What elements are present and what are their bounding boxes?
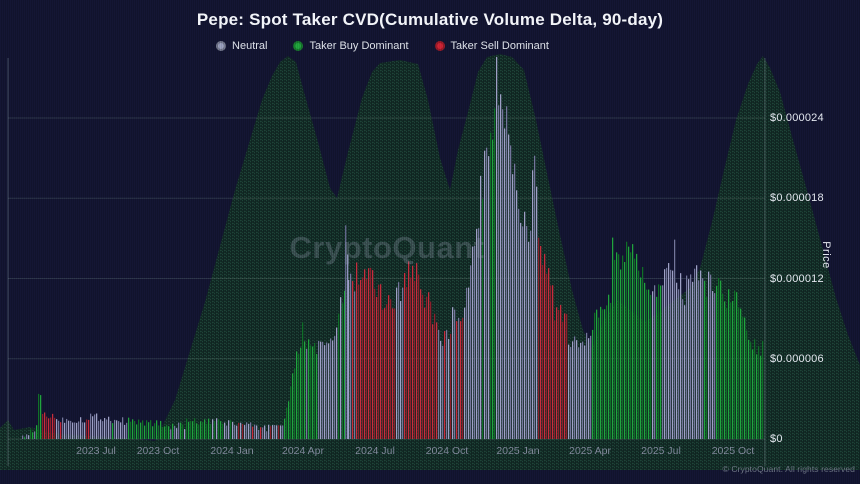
time-tick: 2024 Jul	[355, 445, 395, 457]
price-tick: $0.000018	[770, 192, 824, 205]
time-tick: 2024 Apr	[281, 445, 325, 457]
chart-legend: Neutral Taker Buy Dominant Taker Sell Domi…	[0, 40, 765, 52]
time-tick: 2023 Oct	[136, 445, 180, 457]
green-legend-dot-icon	[293, 41, 304, 51]
legend-label: Taker Buy Dominant	[309, 40, 409, 52]
time-tick: 2025 Jul	[641, 445, 681, 457]
price-tick: $0.000012	[770, 272, 824, 285]
price-tick: $0.000006	[770, 352, 824, 365]
neutral-legend-dot-icon	[216, 41, 227, 51]
chart-title: Pepe: Spot Taker CVD(Cumulative Volume D…	[196, 10, 664, 29]
legend-label: Taker Sell Dominant	[450, 40, 549, 52]
legend-label: Neutral	[232, 40, 268, 52]
time-tick: 2024 Jan	[210, 445, 254, 457]
legend-item-red[interactable]: Taker Sell Dominant	[434, 40, 549, 52]
price-tick: $0	[770, 433, 783, 445]
red-legend-dot-icon	[434, 41, 445, 51]
legend-item-green[interactable]: Taker Buy Dominant	[293, 40, 409, 52]
legend-item-neutral[interactable]: Neutral	[216, 40, 267, 52]
price-tick: $0.000024	[770, 112, 824, 124]
price-bars[interactable]	[22, 56, 764, 440]
price-axis-label: Price	[820, 241, 832, 269]
copyright-text: © CryptoQuant. All rights reserved	[722, 464, 855, 474]
time-tick: 2025 Oct	[711, 445, 755, 457]
time-tick: 2023 Jul	[76, 445, 116, 457]
time-tick: 2025 Jan	[496, 445, 540, 457]
time-tick: 2024 Oct	[425, 445, 469, 457]
time-tick: 2025 Apr	[568, 445, 612, 457]
